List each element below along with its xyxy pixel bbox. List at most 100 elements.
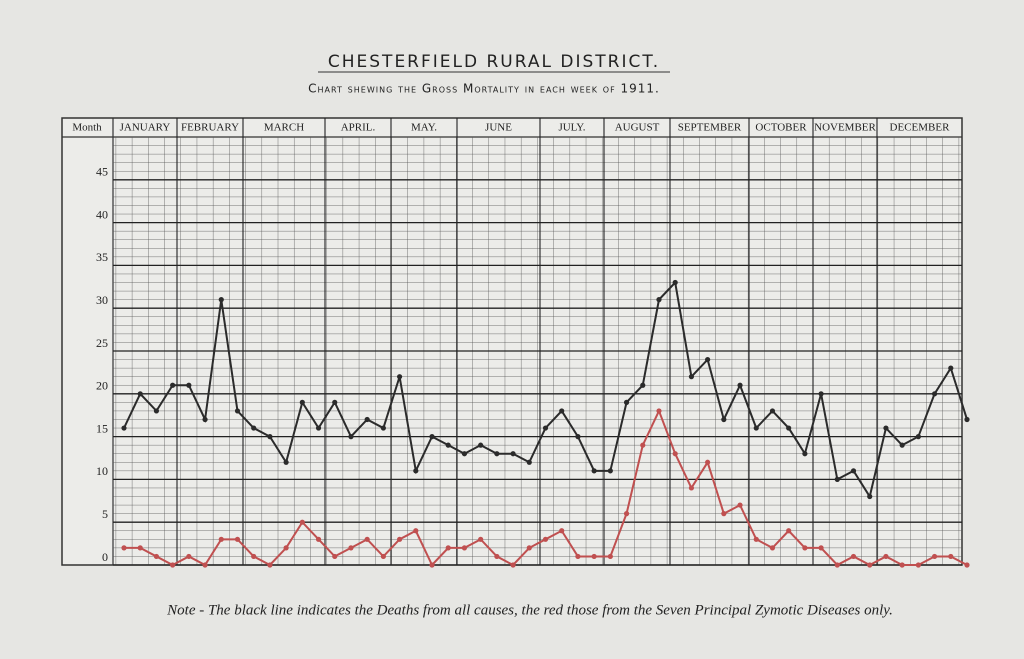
point — [186, 553, 192, 560]
point — [267, 434, 273, 440]
point — [478, 536, 484, 542]
point — [802, 545, 808, 551]
point — [753, 536, 759, 542]
month-label: JULY. — [558, 122, 585, 134]
point — [170, 382, 176, 388]
point — [315, 536, 322, 542]
point — [867, 562, 873, 568]
point — [575, 553, 581, 560]
month-label: DECEMBER — [890, 122, 951, 134]
point — [591, 553, 597, 560]
point — [640, 382, 646, 388]
point — [445, 442, 451, 448]
point — [688, 485, 695, 491]
month-label: NOVEMBER — [814, 122, 876, 134]
y-tick-label: 15 — [96, 421, 108, 435]
point — [705, 459, 711, 465]
point — [640, 442, 646, 448]
point — [964, 416, 970, 423]
plot — [121, 279, 970, 568]
point — [234, 536, 241, 542]
y-tick-label: 30 — [96, 293, 108, 307]
month-label: MAY. — [411, 122, 437, 134]
x-header: Month — [72, 122, 102, 134]
point — [850, 553, 857, 560]
y-tick-label: 10 — [96, 464, 108, 478]
point — [429, 562, 435, 568]
point — [931, 391, 938, 397]
point — [251, 553, 257, 560]
point — [348, 545, 354, 551]
point — [542, 536, 549, 542]
y-tick-label: 40 — [96, 207, 108, 221]
y-tick-label: 35 — [96, 250, 108, 264]
point — [348, 434, 354, 440]
point — [234, 408, 241, 414]
point — [591, 468, 597, 474]
point — [623, 511, 630, 517]
point — [332, 399, 338, 405]
month-label: JUNE — [485, 122, 512, 134]
point — [218, 536, 224, 542]
point — [948, 365, 954, 371]
point — [364, 536, 370, 542]
point — [786, 425, 792, 431]
point — [915, 434, 921, 440]
month-label: AUGUST — [615, 122, 660, 134]
point — [753, 425, 759, 431]
point — [705, 356, 711, 363]
point — [153, 408, 160, 414]
point — [899, 562, 905, 568]
month-label: SEPTEMBER — [678, 122, 742, 134]
point — [510, 451, 516, 457]
point — [526, 545, 532, 551]
point — [364, 416, 370, 423]
point — [786, 528, 792, 534]
point — [721, 416, 727, 423]
point — [396, 536, 403, 542]
point — [834, 562, 840, 568]
point — [818, 391, 824, 397]
point — [656, 297, 662, 303]
y-tick-label: 0 — [102, 550, 108, 564]
point — [510, 562, 516, 568]
month-label: JANUARY — [120, 122, 171, 134]
point — [121, 545, 127, 551]
chart-title: CHESTERFIELD RURAL DISTRICT. — [328, 52, 660, 72]
y-tick-label: 45 — [96, 165, 108, 179]
point — [315, 425, 322, 431]
point — [153, 553, 160, 560]
point — [332, 553, 338, 560]
point — [834, 476, 840, 482]
point — [769, 545, 776, 551]
point — [299, 519, 305, 525]
point — [656, 408, 662, 414]
point — [267, 562, 273, 568]
point — [461, 545, 468, 551]
point — [672, 451, 678, 457]
point — [429, 434, 435, 440]
point — [899, 442, 905, 448]
point — [915, 562, 921, 568]
point — [380, 425, 386, 431]
point — [137, 391, 143, 397]
point — [494, 451, 500, 457]
y-tick-label: 5 — [102, 507, 108, 521]
point — [445, 545, 451, 551]
point — [251, 425, 257, 431]
point — [121, 425, 127, 431]
note: Note - The black line indicates the Deat… — [166, 602, 893, 618]
month-label: OCTOBER — [755, 122, 807, 134]
month-label: FEBRUARY — [181, 122, 239, 134]
point — [850, 468, 857, 474]
point — [218, 297, 224, 303]
point — [542, 425, 549, 431]
y-tick-label: 20 — [96, 379, 108, 393]
point — [867, 493, 873, 500]
point — [672, 279, 678, 286]
point — [769, 408, 776, 414]
point — [202, 416, 208, 423]
point — [559, 528, 565, 534]
point — [737, 382, 743, 388]
